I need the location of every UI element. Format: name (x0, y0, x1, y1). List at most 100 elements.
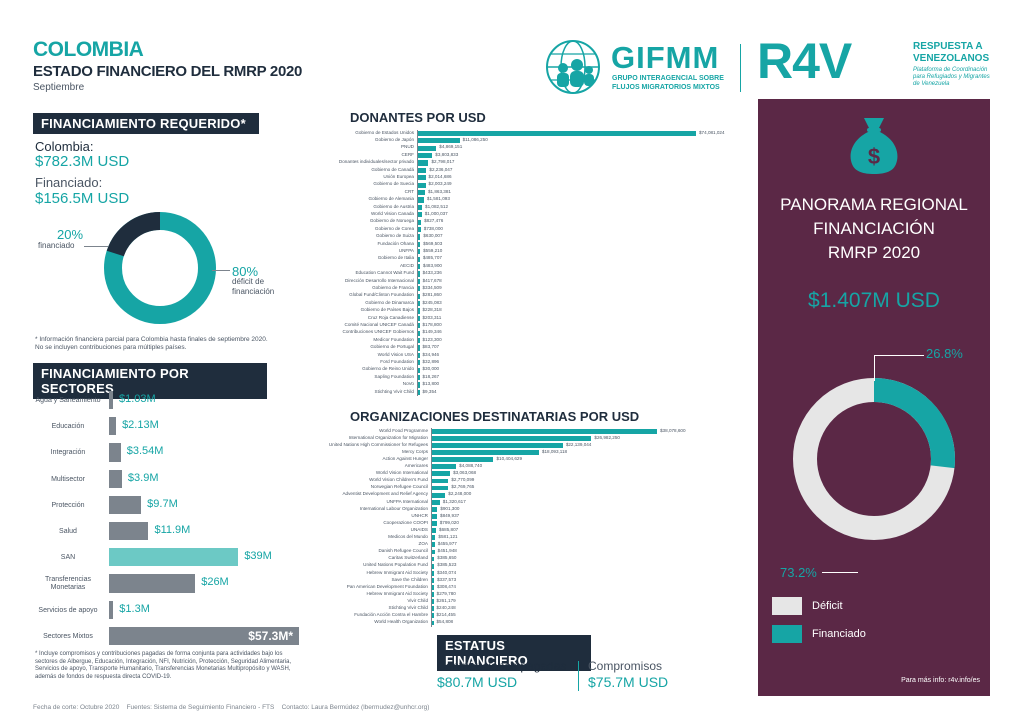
regional-title-2: FINANCIACIÓN (813, 219, 935, 238)
recipient-bar (432, 570, 434, 576)
donor-label: Dirección Desarrollo Internacional (345, 277, 414, 283)
donor-bar (418, 241, 421, 247)
globe-people-icon (546, 40, 600, 94)
donor-bar (418, 308, 420, 314)
footer-text: Fecha de corte: Octubre 2020 Fuentes: Si… (33, 704, 430, 711)
recipient-label: World Vision International (375, 470, 428, 476)
recipient-value: $581,121 (438, 534, 458, 539)
sector-label: SAN (60, 554, 76, 562)
donor-bar (418, 389, 420, 395)
recipient-bar (432, 485, 449, 491)
donor-value: $9,354 (422, 388, 437, 394)
donor-value: $559,210 (423, 247, 443, 253)
regional-funded-pct: 26.8% (926, 346, 963, 361)
donor-value: $203,311 (422, 314, 442, 320)
sector-label: Educación (51, 423, 85, 431)
required-country-label: Colombia: (35, 139, 94, 154)
sector-bar (109, 574, 196, 593)
donor-bar (418, 352, 420, 358)
regional-title-3: RMRP 2020 (827, 243, 921, 262)
legend-funded-swatch (772, 625, 802, 643)
donor-value: $1,581,093 (426, 196, 450, 202)
recipient-bar (432, 542, 435, 548)
sectors-chart: Agua y Saneamiento $1.03M Educación $2.13M I… (33, 388, 303, 650)
recipient-label: World Food Programme (379, 427, 428, 433)
money-bag-icon: $ (850, 118, 898, 174)
sector-value: $1.3M (119, 602, 150, 615)
donor-value: $2,003,249 (428, 181, 452, 187)
donor-bar (418, 145, 437, 151)
recipient-value: $54,808 (436, 619, 454, 625)
recipient-label: Danish Refugee Council (378, 548, 428, 554)
recipient-value: $18,093,118 (541, 448, 568, 454)
donor-label: Gobierno de Dinamarca (365, 299, 414, 305)
recipient-label: International Labour Organization (359, 505, 428, 511)
recipient-bar (432, 549, 435, 555)
donor-bar (418, 182, 426, 188)
recipient-bar (432, 492, 446, 498)
recipient-bar (432, 443, 563, 448)
donor-label: Gobierno de Austria (373, 203, 414, 209)
regional-total: $1.407M USD (808, 289, 940, 312)
donor-axis (417, 130, 418, 397)
regional-panel: $ PANORAMA REGIONAL FINANCIACIÓN RMRP 20… (758, 99, 990, 696)
r4v-title-2: VENEZOLANOS (913, 53, 990, 64)
recipient-label: Hebrew Immigrant Aid Society (366, 590, 428, 596)
r4v-sub-2: para Refugiados y Migrantes (913, 74, 990, 80)
donor-value: $4,869,151 (439, 144, 463, 150)
donor-bar (418, 278, 420, 284)
recipient-label: Hebrew Immigrant Aid Society (366, 569, 428, 575)
more-info-link[interactable]: Para más info: r4v.info/es (901, 677, 980, 684)
recipient-bar (432, 563, 435, 569)
recipient-label: Stichting Vivir Child (388, 605, 429, 610)
recipient-bar (432, 585, 434, 590)
commit-label: Compromisos (588, 659, 663, 673)
recipient-value: $337,573 (436, 576, 457, 582)
commit-value: $75.7M USD (588, 674, 669, 690)
recipient-value: $214,455 (436, 612, 456, 618)
recipient-bar (432, 556, 435, 562)
donors-heading: DONANTES POR USD (350, 110, 486, 125)
donor-label: Contribuciones UNICEF Gobiernos (342, 329, 415, 335)
required-value: $782.3M USD (35, 153, 130, 170)
donor-label: World Vision Canada (371, 210, 414, 216)
donor-bar (418, 197, 424, 203)
recipient-label: Caritas Switzerland (388, 555, 428, 561)
recipient-value: $455,977 (437, 541, 457, 547)
required-note: * Información financiera parcial para Co… (35, 336, 268, 351)
donor-bar (418, 167, 427, 173)
recipient-label: ZOA (418, 541, 428, 547)
donor-label: Fundación Ohana (377, 240, 414, 246)
recipient-label: UNHCR (411, 512, 428, 518)
recipient-value: $279,780 (436, 590, 456, 596)
recipient-bar (432, 592, 434, 597)
recipient-value: $2,770,099 (451, 477, 475, 483)
donor-bar (418, 138, 460, 144)
logo-divider (740, 44, 741, 92)
donor-bar (418, 234, 421, 240)
sector-value: $3.54M (126, 445, 164, 458)
donor-label: CERF (401, 151, 414, 157)
legend-deficit-label: Déficit (812, 600, 843, 612)
sectors-note: * Incluye compromisos y contribuciones p… (35, 651, 292, 680)
recipient-bar (432, 506, 438, 512)
recipient-label: Adventist Development and Relief Agency (342, 491, 428, 497)
donor-label: UNFPA (398, 247, 414, 253)
donor-value: $3,803,833 (435, 151, 459, 157)
donor-value: $1,863,381 (427, 188, 451, 194)
recipient-bar (432, 478, 449, 484)
donor-bar (418, 301, 420, 307)
recipient-label: Americares (404, 463, 428, 468)
legend-funded-label: Financiado (812, 628, 866, 640)
recipients-heading: ORGANIZACIONES DESTINATARIAS POR USD (350, 409, 640, 424)
donor-label: Gobierno de Noruega (369, 218, 414, 224)
donor-value: $13,800 (422, 381, 440, 387)
donor-value: $178,800 (422, 321, 442, 327)
donor-label: Gobierno de Reino Unido (362, 366, 414, 372)
deficit-pct: 80% (232, 264, 259, 279)
donor-bar (418, 249, 421, 255)
donor-value: $30,000 (422, 366, 440, 372)
donor-label: Donantes individuales/sector privado (338, 159, 414, 165)
donor-bar (418, 264, 420, 270)
gifmm-subtitle-2: FLUJOS MIGRATORIOS MIXTOS (612, 84, 720, 91)
